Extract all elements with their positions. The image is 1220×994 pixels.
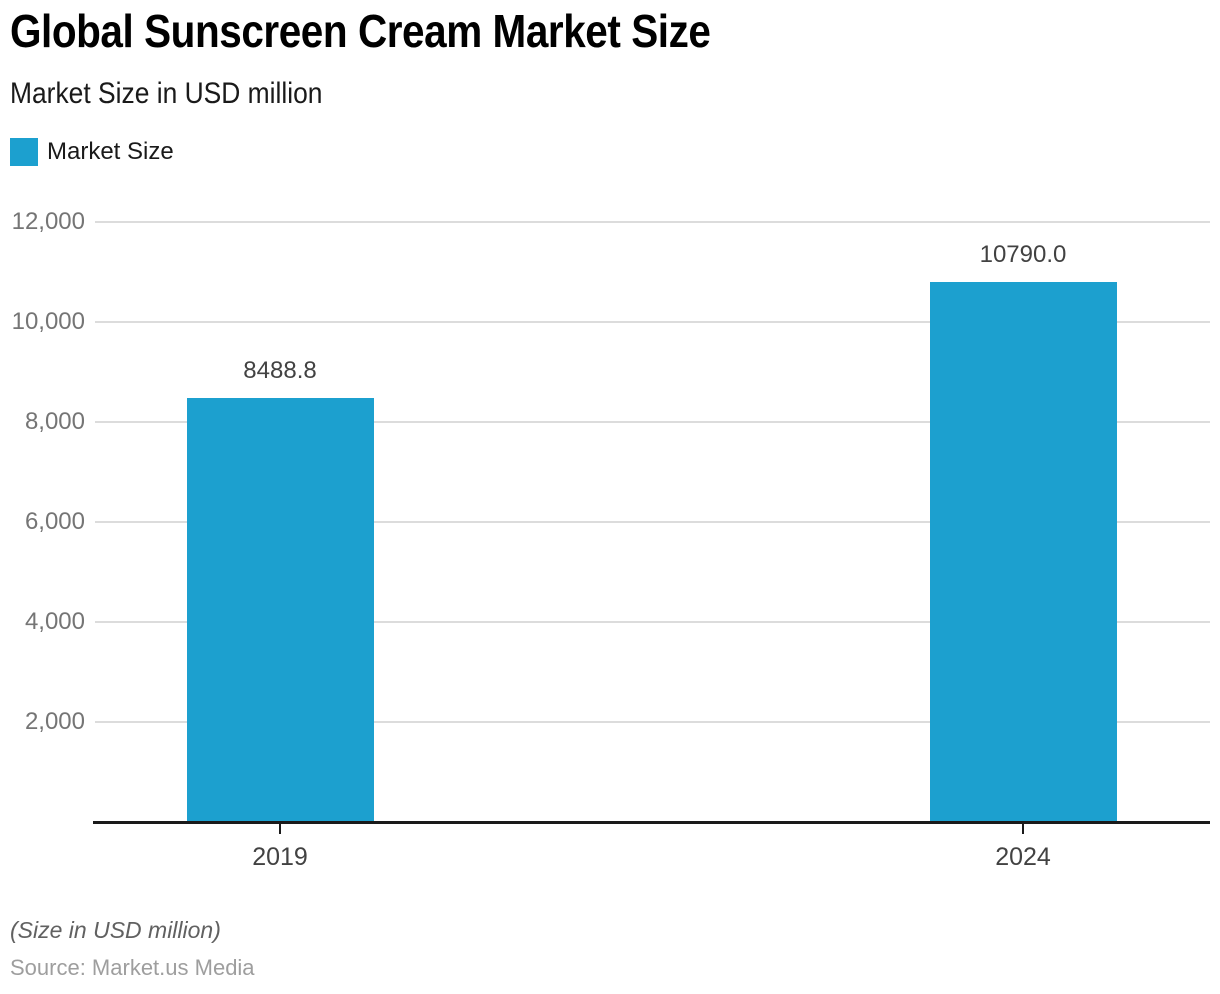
y-axis-tick-label: 2,000 — [24, 708, 85, 735]
chart-subtitle: Market Size in USD million — [10, 77, 323, 110]
x-axis-tick-mark — [1022, 824, 1024, 834]
bar-2024[interactable] — [929, 282, 1117, 822]
gridline — [95, 421, 1210, 423]
legend-swatch-icon — [10, 138, 38, 166]
legend-item-market-size[interactable]: Market Size — [10, 138, 174, 166]
x-axis-category-label: 2024 — [995, 843, 1051, 871]
x-axis-category-label: 2019 — [252, 843, 308, 871]
gridline — [95, 221, 1210, 223]
legend-label: Market Size — [47, 138, 174, 165]
bar-value-label: 8488.8 — [243, 357, 317, 384]
bar-2019[interactable] — [186, 398, 374, 822]
x-axis-line — [93, 821, 1210, 824]
gridline — [95, 521, 1210, 523]
bar-chart-plot-area: 2,000 4,000 6,000 8,000 10,000 12,000 8488.8 20… — [11, 208, 1210, 871]
y-axis-tick-label: 10,000 — [11, 308, 85, 335]
y-axis-tick-label: 4,000 — [24, 608, 85, 635]
y-axis-tick-label: 8,000 — [24, 408, 85, 435]
x-axis-tick-mark — [279, 824, 281, 834]
bar-value-label: 10790.0 — [979, 241, 1067, 268]
y-axis-tick-label: 6,000 — [24, 508, 85, 535]
source-credit: Source: Market.us Media — [10, 955, 255, 980]
gridline — [95, 621, 1210, 623]
footnote-size-units: (Size in USD million) — [10, 917, 221, 943]
gridline — [95, 721, 1210, 723]
y-axis-tick-label: 12,000 — [11, 208, 85, 235]
chart-title: Global Sunscreen Cream Market Size — [10, 5, 711, 57]
gridline — [95, 321, 1210, 323]
